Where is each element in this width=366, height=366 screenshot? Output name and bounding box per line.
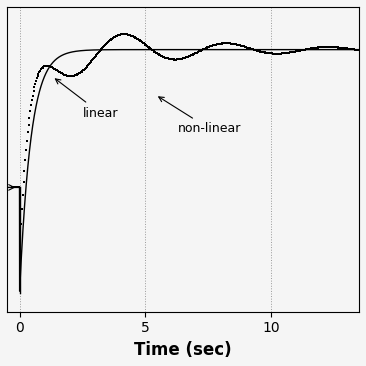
Text: non-linear: non-linear bbox=[159, 97, 241, 135]
Text: linear: linear bbox=[55, 79, 118, 120]
X-axis label: Time (sec): Time (sec) bbox=[134, 341, 232, 359]
